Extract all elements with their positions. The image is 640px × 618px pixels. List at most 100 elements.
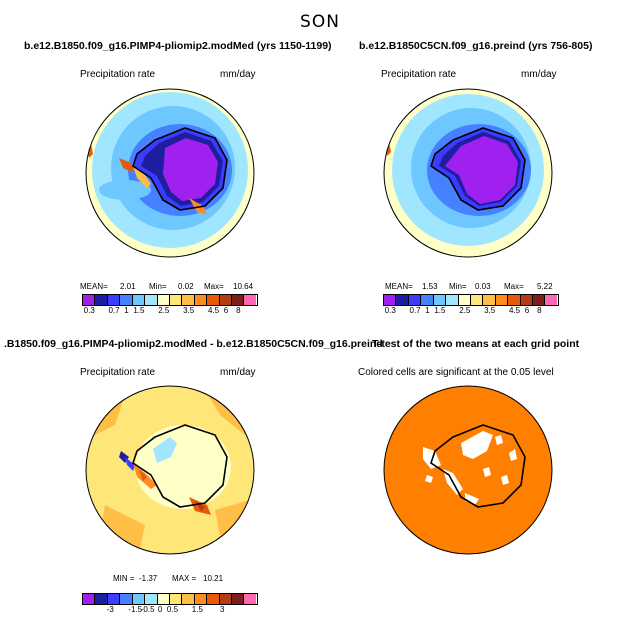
- colorbar-tick-label: 0.5: [166, 605, 179, 614]
- colorbar-swatch: [120, 594, 133, 604]
- panel3-title: .B1850.f09_g16.PIMP4-pliomip2.modMed - b…: [4, 338, 383, 350]
- colorbar-swatch: [470, 295, 484, 305]
- colorbar-swatch: [533, 295, 546, 305]
- colorbar-swatch: [207, 594, 220, 604]
- panel2-min-value: 0.03: [475, 282, 491, 291]
- panel2-mean-label: MEAN=: [385, 282, 413, 291]
- colorbar-tick-label: 2.5: [158, 306, 170, 315]
- colorbar-swatch: [169, 594, 183, 604]
- colorbar-tick-label: 3.5: [183, 306, 195, 315]
- colorbar-swatch: [408, 295, 422, 305]
- colorbar-tick-label: 0: [157, 605, 163, 614]
- panel1-title: b.e12.B1850.f09_g16.PIMP4-pliomip2.modMe…: [24, 40, 332, 52]
- panel2-max-value: 5.22: [537, 282, 553, 291]
- panel4-map: [383, 385, 553, 555]
- colorbar-swatch: [194, 594, 208, 604]
- colorbar-swatch: [157, 295, 170, 305]
- panel3-colorbar: [82, 593, 258, 605]
- panel3-units: mm/day: [220, 367, 256, 378]
- panel2-max-label: Max=: [504, 282, 524, 291]
- panel2-map: [383, 88, 553, 258]
- colorbar-tick-label: 0.7: [108, 306, 120, 315]
- colorbar-tick-label: 1: [124, 306, 129, 315]
- colorbar-tick-label: 6: [223, 306, 229, 315]
- colorbar-swatch: [232, 594, 245, 604]
- panel1-min-value: 0.02: [178, 282, 194, 291]
- colorbar-swatch: [219, 594, 233, 604]
- colorbar-tick-label: 8: [236, 306, 241, 315]
- colorbar-tick-label: 1.5: [434, 306, 446, 315]
- panel3-variable: Precipitation rate: [80, 367, 156, 378]
- colorbar-swatch: [132, 594, 146, 604]
- colorbar-swatch: [83, 594, 96, 604]
- colorbar-swatch: [495, 295, 509, 305]
- colorbar-tick-label: -0.5: [140, 605, 155, 614]
- colorbar-swatch: [244, 295, 256, 305]
- colorbar-swatch: [107, 295, 121, 305]
- colorbar-tick-label: 6: [524, 306, 530, 315]
- colorbar-swatch: [120, 295, 133, 305]
- colorbar-tick-label: 0.7: [409, 306, 421, 315]
- colorbar-swatch: [83, 295, 96, 305]
- colorbar-swatch: [145, 295, 158, 305]
- colorbar-tick-label: 0.3: [384, 306, 396, 315]
- colorbar-tick-label: 3: [219, 605, 225, 614]
- panel1-min-label: Min=: [149, 282, 167, 291]
- colorbar-swatch: [384, 295, 397, 305]
- colorbar-swatch: [483, 295, 496, 305]
- colorbar-swatch: [157, 594, 170, 604]
- colorbar-tick-label: 2.5: [459, 306, 471, 315]
- panel1-variable: Precipitation rate: [80, 69, 156, 80]
- colorbar-swatch: [194, 295, 208, 305]
- colorbar-tick-label: 8: [537, 306, 542, 315]
- colorbar-swatch: [458, 295, 471, 305]
- colorbar-tick-label: 4.5: [508, 306, 521, 315]
- panel1-map: [85, 88, 255, 258]
- colorbar-tick-label: 0.3: [83, 306, 95, 315]
- panel2-mean-value: 1.53: [422, 282, 438, 291]
- colorbar-swatch: [545, 295, 557, 305]
- panel1-mean-label: MEAN=: [80, 282, 108, 291]
- colorbar-swatch: [244, 594, 256, 604]
- panel3-min-value: -1.37: [139, 574, 158, 583]
- panel1-mean-value: 2.01: [120, 282, 136, 291]
- colorbar-swatch: [132, 295, 146, 305]
- panel3-min-label: MIN =: [113, 574, 135, 583]
- colorbar-tick-label: 1: [425, 306, 430, 315]
- panel2-units: mm/day: [521, 69, 557, 80]
- panel1-units: mm/day: [220, 69, 256, 80]
- colorbar-swatch: [508, 295, 521, 305]
- colorbar-swatch: [207, 295, 220, 305]
- colorbar-swatch: [396, 295, 409, 305]
- figure-title: SON: [300, 12, 340, 32]
- colorbar-tick-label: 1.5: [133, 306, 145, 315]
- panel2-variable: Precipitation rate: [381, 69, 457, 80]
- colorbar-tick-label: -1.5: [128, 605, 143, 614]
- colorbar-tick-label: 1.5: [191, 605, 203, 614]
- panel2-colorbar: [383, 294, 559, 306]
- colorbar-swatch: [520, 295, 534, 305]
- panel4-caption: Colored cells are significant at the 0.0…: [358, 367, 554, 378]
- colorbar-swatch: [95, 594, 108, 604]
- colorbar-tick-label: -3: [106, 605, 114, 614]
- panel3-max-label: MAX =: [172, 574, 197, 583]
- panel3-map: [85, 385, 255, 555]
- colorbar-swatch: [145, 594, 158, 604]
- panel2-min-label: Min=: [449, 282, 467, 291]
- panel1-colorbar: [82, 294, 258, 306]
- panel3-max-value: 10.21: [203, 574, 224, 583]
- panel4-title: T-test of the two means at each grid poi…: [372, 338, 580, 350]
- colorbar-tick-label: 4.5: [207, 306, 220, 315]
- colorbar-swatch: [169, 295, 183, 305]
- panel1-max-label: Max=: [204, 282, 224, 291]
- panel2-title: b.e12.B1850C5CN.f09_g16.preind (yrs 756-…: [359, 40, 593, 52]
- colorbar-swatch: [433, 295, 447, 305]
- colorbar-swatch: [232, 295, 245, 305]
- colorbar-swatch: [182, 295, 195, 305]
- colorbar-tick-label: 3.5: [484, 306, 496, 315]
- colorbar-swatch: [446, 295, 459, 305]
- colorbar-swatch: [182, 594, 195, 604]
- colorbar-swatch: [421, 295, 434, 305]
- colorbar-swatch: [219, 295, 233, 305]
- colorbar-swatch: [95, 295, 108, 305]
